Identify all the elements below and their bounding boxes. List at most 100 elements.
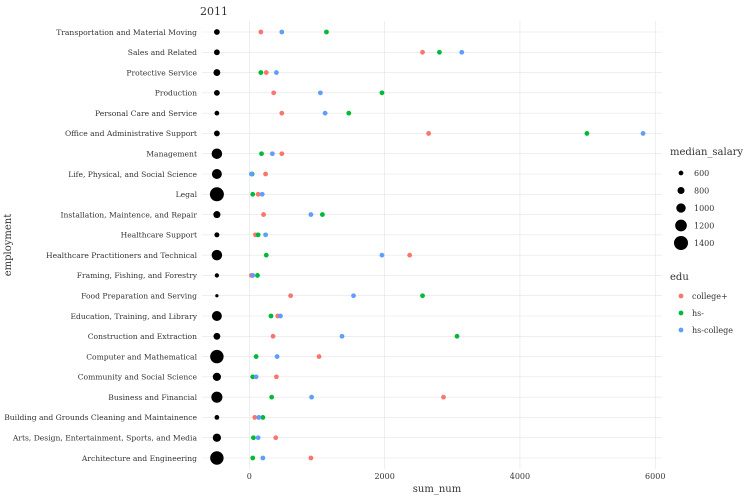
point-s1-8	[250, 191, 256, 197]
point-s0-11	[407, 252, 413, 258]
y-tick-label-17: Community and Social Science	[78, 373, 198, 382]
y-tick-label-13: Food Preparation and Serving	[81, 292, 197, 301]
salary-mark-7	[211, 169, 222, 179]
point-s2-5	[640, 131, 646, 136]
salary-mark-6	[211, 148, 223, 159]
salary-mark-14	[211, 311, 222, 321]
legend-color-mark-2	[678, 327, 684, 333]
point-s1-6	[259, 151, 264, 157]
legend-size-label-3: 1200	[694, 222, 714, 231]
salary-mark-13	[215, 294, 219, 298]
point-s2-20	[255, 435, 261, 441]
point-s0-17	[274, 374, 279, 380]
salary-mark-17	[212, 372, 221, 381]
point-s0-0	[258, 29, 264, 35]
y-tick-labels: Transportation and Material Moving Sales …	[4, 28, 198, 463]
point-s1-5	[584, 131, 590, 136]
salary-mark-15	[213, 332, 221, 340]
legend-size-label-2: 1000	[694, 204, 714, 213]
point-s1-4	[346, 110, 352, 116]
grid	[202, 21, 662, 469]
chart-title: 2011	[200, 5, 228, 18]
legend-size-mark-2	[676, 203, 686, 213]
salary-mark-2	[213, 69, 221, 76]
y-tick-label-7: Life, Physical, and Social Science	[68, 170, 197, 179]
legend-color-label-2: hs-college	[692, 326, 733, 335]
legend-size-mark-0	[678, 170, 684, 176]
point-s1-17	[250, 374, 256, 380]
point-s2-3	[317, 90, 323, 96]
y-tick-label-6: Management	[146, 150, 197, 159]
point-s1-18	[269, 394, 275, 400]
point-s2-1	[459, 49, 465, 55]
point-s0-19	[252, 415, 258, 420]
legend-color-label-1: hs-	[692, 309, 704, 318]
point-s1-1	[437, 49, 442, 55]
point-s0-1	[420, 49, 425, 55]
point-s0-18	[441, 394, 446, 400]
x-tick-label-2: 4000	[510, 472, 530, 481]
salary-mark-18	[211, 391, 223, 403]
point-s2-0	[279, 29, 285, 35]
salary-mark-11	[211, 249, 223, 261]
point-s0-2	[263, 70, 269, 75]
point-s1-11	[263, 252, 269, 258]
legend-color-label-0: college+	[692, 292, 728, 301]
salary-mark-21	[210, 451, 224, 465]
salary-mark-5	[213, 130, 220, 137]
legend: median_salary 600 800 1000 1200 1400 edu col…	[670, 147, 743, 335]
x-axis-label: sum_num	[413, 484, 462, 495]
legend-color-title: edu	[670, 272, 689, 283]
y-tick-label-19: Building and Grounds Cleaning and Mainta…	[4, 413, 197, 422]
y-tick-label-11: Healthcare Practitioners and Technical	[46, 251, 198, 260]
point-s1-16	[253, 354, 259, 359]
y-tick-label-20: Arts, Design, Entertainment, Sports, and…	[12, 434, 198, 443]
salary-mark-16	[210, 349, 224, 364]
point-s1-12	[255, 273, 260, 278]
point-s2-15	[339, 333, 345, 339]
point-s0-15	[270, 333, 276, 339]
point-s2-4	[322, 110, 328, 116]
point-s2-10	[263, 232, 268, 238]
point-s0-4	[279, 110, 285, 116]
point-s2-16	[274, 354, 280, 359]
point-s1-3	[379, 90, 385, 96]
salary-mark-3	[213, 89, 220, 96]
point-s1-20	[251, 435, 256, 441]
y-axis-label: employment	[3, 214, 14, 277]
salary-mark-0	[213, 29, 220, 35]
point-s2-11	[379, 252, 385, 258]
legend-color-entries: college+ hs-hs-college	[678, 292, 733, 335]
point-s1-9	[320, 212, 325, 217]
y-tick-label-2: Protective Service	[126, 68, 197, 77]
salary-mark-20	[212, 433, 221, 442]
point-s0-20	[273, 435, 279, 441]
point-s1-21	[250, 455, 256, 461]
point-s1-2	[258, 70, 264, 75]
point-s2-12	[250, 273, 256, 278]
salary-mark-1	[213, 49, 220, 56]
y-tick-label-14: Education, Training, and Library	[71, 312, 198, 321]
y-tick-label-12: Framing, Fishing, and Forestry	[77, 271, 198, 280]
point-s1-19	[260, 415, 266, 420]
y-tick-label-10: Healthcare Support	[121, 231, 197, 240]
salary-mark-4	[214, 110, 220, 116]
x-tick-label-1: 2000	[374, 472, 394, 481]
y-tick-label-18: Business and Financial	[108, 393, 197, 402]
point-s2-17	[253, 374, 259, 380]
y-tick-label-21: Architecture and Engineering	[81, 454, 197, 463]
point-s2-2	[274, 70, 279, 75]
point-s0-6	[279, 151, 285, 157]
y-tick-label-16: Computer and Mathematical	[86, 352, 197, 361]
y-tick-label-0: Transportation and Material Moving	[56, 28, 197, 37]
point-s2-6	[269, 151, 275, 157]
legend-size-label-0: 600	[694, 169, 709, 178]
legend-size-label-4: 1400	[694, 239, 714, 248]
point-s0-9	[261, 212, 266, 217]
y-tick-label-1: Sales and Related	[128, 48, 197, 57]
y-tick-label-4: Personal Care and Service	[95, 109, 197, 118]
y-tick-label-15: Construction and Extraction	[88, 332, 197, 341]
point-s2-9	[308, 212, 314, 217]
salary-mark-12	[214, 273, 220, 278]
